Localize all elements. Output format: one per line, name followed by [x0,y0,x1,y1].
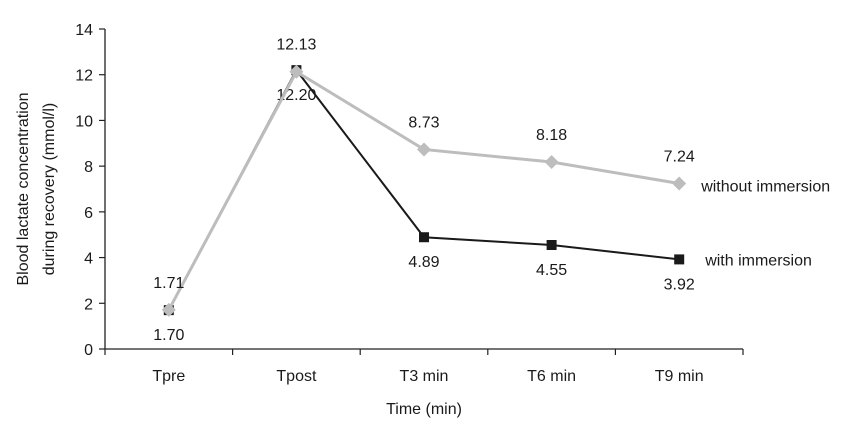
x-tick-label: Tpre [152,368,185,385]
data-label: 8.73 [408,114,439,131]
y-tick-label: 10 [75,113,93,130]
data-label: 12.13 [276,37,316,54]
y-tick-label: 4 [84,251,93,268]
legend-label: with immersion [704,252,812,269]
data-label: 7.24 [664,149,695,166]
data-point-diamond [161,302,176,317]
y-axis-label-line: Blood lactate concentration [15,92,32,285]
y-tick-label: 14 [75,22,93,39]
data-label: 8.18 [536,127,567,144]
data-label: 1.70 [153,327,184,344]
data-label: 1.71 [153,275,184,292]
x-tick-label: Tpost [276,368,317,385]
y-tick-label: 8 [84,159,93,176]
series-line [167,69,680,311]
data-label: 4.89 [408,254,439,271]
legend-label: without immersion [700,179,830,196]
y-tick-label: 2 [84,296,93,313]
data-point-diamond [672,176,687,191]
series-line [167,68,680,311]
data-label: 4.55 [536,262,567,279]
data-point-diamond [289,64,304,79]
x-axis-label: Time (min) [386,401,462,418]
y-tick-label: 6 [84,205,93,222]
data-point-square [419,232,429,243]
y-tick-label: 12 [75,68,93,85]
data-label: 3.92 [664,276,695,293]
series-without-immersion: 1.71 12.13 8.73 8.18 7.24 without immersion [153,37,830,317]
y-tick-label: 0 [84,342,93,359]
y-axis-label-line: during recovery (mmol/l) [41,103,58,275]
x-tick-label: T3 min [400,368,449,385]
y-axis-label: Blood lactate concentration during recove… [15,92,58,285]
axes: 0 2 4 6 8 10 12 14 Tpre Tpost T3 min T6 min T9 min [75,22,744,385]
data-point-square [674,254,685,265]
data-point-diamond [544,155,559,170]
x-tick-label: T6 min [527,368,576,385]
data-point-square [546,240,557,250]
x-tick-label: T9 min [655,368,704,385]
data-point-diamond [417,142,431,157]
